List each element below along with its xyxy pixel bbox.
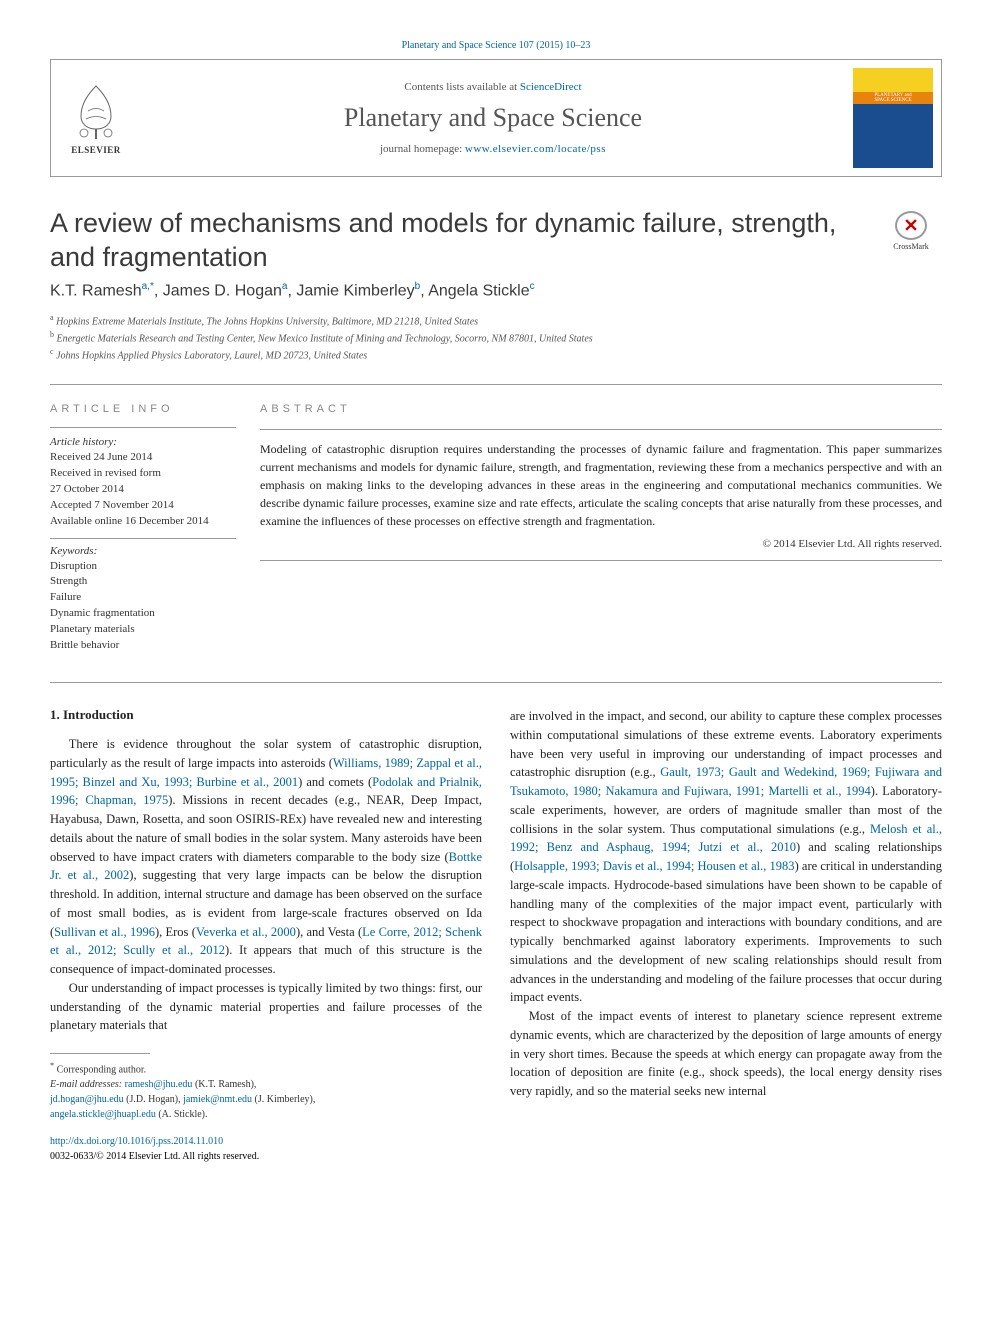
divider [50, 384, 942, 385]
affiliations: a Hopkins Extreme Materials Institute, T… [50, 312, 942, 364]
crossmark-label: CrossMark [893, 242, 929, 251]
email-link[interactable]: jd.hogan@jhu.edu [50, 1094, 124, 1105]
authors-line: K.T. Ramesha,*, James D. Hogana, Jamie K… [50, 281, 942, 300]
citation-link[interactable]: Sullivan et al., 1996 [54, 925, 155, 939]
citation-link[interactable]: Planetary and Space Science 107 (2015) 1… [402, 40, 591, 51]
article-info-heading: ARTICLE INFO [50, 403, 236, 415]
history-revised-2: 27 October 2014 [50, 482, 236, 498]
history-label: Article history: [50, 436, 236, 448]
email-link[interactable]: jamiek@nmt.edu [183, 1094, 252, 1105]
keyword: Dynamic fragmentation [50, 606, 236, 622]
email-link[interactable]: angela.stickle@jhuapl.edu [50, 1109, 156, 1120]
email-link[interactable]: ramesh@jhu.edu [125, 1079, 193, 1090]
body-paragraph: are involved in the impact, and second, … [510, 707, 942, 1007]
abstract-text: Modeling of catastrophic disruption requ… [260, 440, 942, 530]
abstract-heading: ABSTRACT [260, 403, 942, 415]
body-column-left: 1. Introduction There is evidence throug… [50, 707, 482, 1164]
doi-block: http://dx.doi.org/10.1016/j.pss.2014.11.… [50, 1134, 482, 1164]
body-column-right: are involved in the impact, and second, … [510, 707, 942, 1164]
body-paragraph: Most of the impact events of interest to… [510, 1007, 942, 1101]
homepage-link[interactable]: www.elsevier.com/locate/pss [465, 143, 606, 155]
keywords-label: Keywords: [50, 545, 236, 557]
article-title: A review of mechanisms and models for dy… [50, 207, 860, 275]
history-received: Received 24 June 2014 [50, 450, 236, 466]
citation-link[interactable]: Holsapple, 1993; Davis et al., 1994; Hou… [514, 859, 794, 873]
article-info-sidebar: ARTICLE INFO Article history: Received 2… [50, 403, 260, 654]
crossmark-badge[interactable]: ✕ CrossMark [880, 211, 942, 251]
body-paragraph: Our understanding of impact processes is… [50, 979, 482, 1035]
abstract-column: ABSTRACT Modeling of catastrophic disrup… [260, 403, 942, 654]
history-revised-1: Received in revised form [50, 466, 236, 482]
abstract-copyright: © 2014 Elsevier Ltd. All rights reserved… [260, 538, 942, 550]
issn-copyright: 0032-0633/© 2014 Elsevier Ltd. All right… [50, 1149, 482, 1164]
footnotes: * Corresponding author. E-mail addresses… [50, 1060, 482, 1122]
history-online: Available online 16 December 2014 [50, 514, 236, 530]
keyword: Disruption [50, 559, 236, 575]
crossmark-icon: ✕ [895, 211, 927, 240]
citation-link[interactable]: Veverka et al., 2000 [196, 925, 296, 939]
keyword: Brittle behavior [50, 638, 236, 654]
section-heading: 1. Introduction [50, 707, 482, 723]
footnote-separator [50, 1053, 150, 1054]
journal-header-box: ELSEVIER Contents lists available at Sci… [50, 59, 942, 177]
elsevier-tree-icon [66, 81, 126, 141]
body-paragraph: There is evidence throughout the solar s… [50, 735, 482, 979]
keyword: Strength [50, 574, 236, 590]
citation-header: Planetary and Space Science 107 (2015) 1… [50, 40, 942, 51]
journal-cover-thumb[interactable]: PLANETARY andSPACE SCIENCE [853, 68, 933, 168]
elsevier-logo[interactable]: ELSEVIER [51, 68, 141, 168]
doi-link[interactable]: http://dx.doi.org/10.1016/j.pss.2014.11.… [50, 1136, 223, 1147]
history-accepted: Accepted 7 November 2014 [50, 498, 236, 514]
sciencedirect-link[interactable]: ScienceDirect [520, 81, 582, 93]
keyword: Failure [50, 590, 236, 606]
keyword: Planetary materials [50, 622, 236, 638]
contents-line: Contents lists available at ScienceDirec… [153, 81, 833, 93]
homepage-line: journal homepage: www.elsevier.com/locat… [153, 143, 833, 155]
elsevier-label: ELSEVIER [71, 145, 121, 155]
journal-name: Planetary and Space Science [153, 103, 833, 133]
